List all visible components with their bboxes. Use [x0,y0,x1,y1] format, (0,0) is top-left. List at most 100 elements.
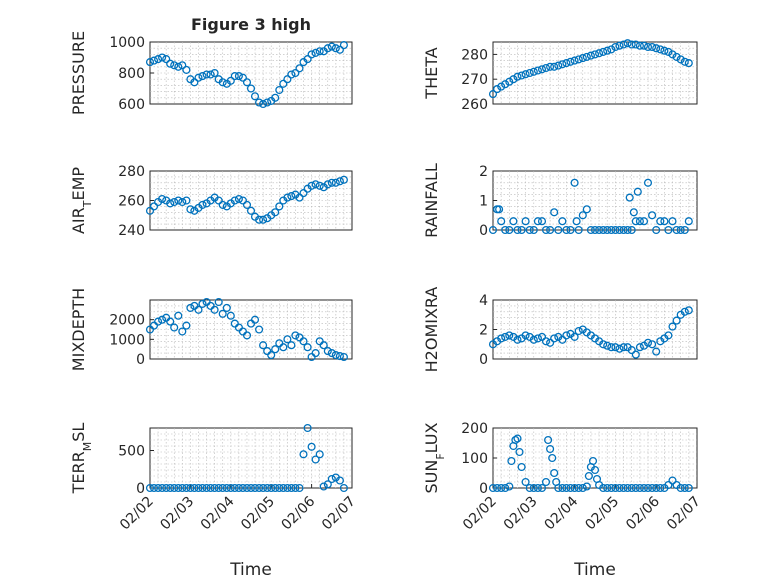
data-point [267,351,276,360]
y-axis-label: RAINFALL [422,163,441,238]
data-point [639,41,649,50]
data-point [584,471,593,481]
y-tick-label: 0 [479,223,488,239]
data-point [550,62,559,71]
data-point [648,483,657,493]
x-tick-label: 02/05 [238,494,278,534]
data-point [218,200,227,209]
data-point [603,483,612,493]
data-point [501,225,510,235]
data-point [627,483,636,493]
data-point [311,180,320,189]
y-axis-label-rest: EMP [69,167,88,201]
data-point [546,444,555,454]
data-point [572,217,581,226]
series-markers [145,41,348,109]
data-point [303,55,312,64]
data-point [562,59,571,68]
data-point [680,483,689,493]
data-point [664,47,673,56]
series-markers [488,178,693,235]
data-point [558,483,567,493]
data-point [570,56,579,65]
data-point [271,93,280,102]
data-point [599,483,608,493]
data-point [619,483,628,493]
data-point [656,483,665,493]
x-tick-label: 02/07 [664,494,704,534]
data-point [255,483,264,493]
data-point [537,332,547,341]
data-point [537,217,547,226]
data-point [327,349,336,358]
data-point [279,343,288,352]
data-point [154,483,163,493]
data-point [631,217,640,226]
data-point [182,321,191,330]
data-point [327,42,336,51]
data-point [255,98,264,107]
data-point [311,349,320,358]
data-point [680,57,689,66]
subplot-3: 240 260 280 AIRTEMP [69,164,353,239]
data-point [178,197,187,207]
data-point [327,474,336,484]
data-point [339,483,348,493]
data-point [507,456,516,466]
data-point [238,73,247,82]
data-point [488,225,498,235]
data-point [242,331,252,340]
data-point [283,75,292,84]
data-point [664,480,673,490]
x-axis-label: Time [229,560,272,580]
subplot-8: 0 100 200 02/02 02/03 02/04 02/05 02/06 02/07 SUN… [422,421,704,580]
data-point [287,483,296,493]
data-point [619,343,628,352]
data-point [194,305,203,314]
data-point [299,337,308,346]
data-point [574,326,583,336]
data-point [548,453,557,463]
data-point [323,480,332,489]
data-point [599,47,608,56]
y-tick-label: 2 [479,323,488,339]
data-point [513,335,522,344]
y-tick-label: 0 [136,352,145,368]
data-point [339,41,348,50]
data-point [162,55,171,64]
data-point [529,67,538,76]
data-point [190,483,199,493]
y-axis-label: PRESSURE [69,31,88,115]
data-point [521,217,530,226]
y-tick-label: 500 [118,444,145,460]
data-point [497,217,506,226]
gridlines [493,171,697,230]
data-point [283,335,292,344]
data-point [166,317,175,326]
data-point [263,98,272,107]
data-point [246,206,256,215]
data-point [198,483,207,493]
data-point [283,483,292,493]
data-point [331,351,340,360]
data-point [497,334,506,343]
data-point [315,450,324,459]
data-point [339,352,348,362]
data-point [170,323,179,332]
y-axis-label-subscript: T [81,200,94,208]
data-point [676,55,685,64]
data-point [505,77,514,86]
data-point [607,343,616,352]
data-point [652,225,661,235]
data-point [562,225,571,235]
y-tick-label: 1000 [109,332,145,348]
data-point [218,78,227,87]
y-tick-label: 1 [479,194,488,210]
data-point [623,483,632,493]
data-point [615,225,624,235]
data-point [291,483,300,493]
data-point [291,331,300,340]
data-point [222,303,231,312]
y-tick-label: 2000 [109,313,145,329]
